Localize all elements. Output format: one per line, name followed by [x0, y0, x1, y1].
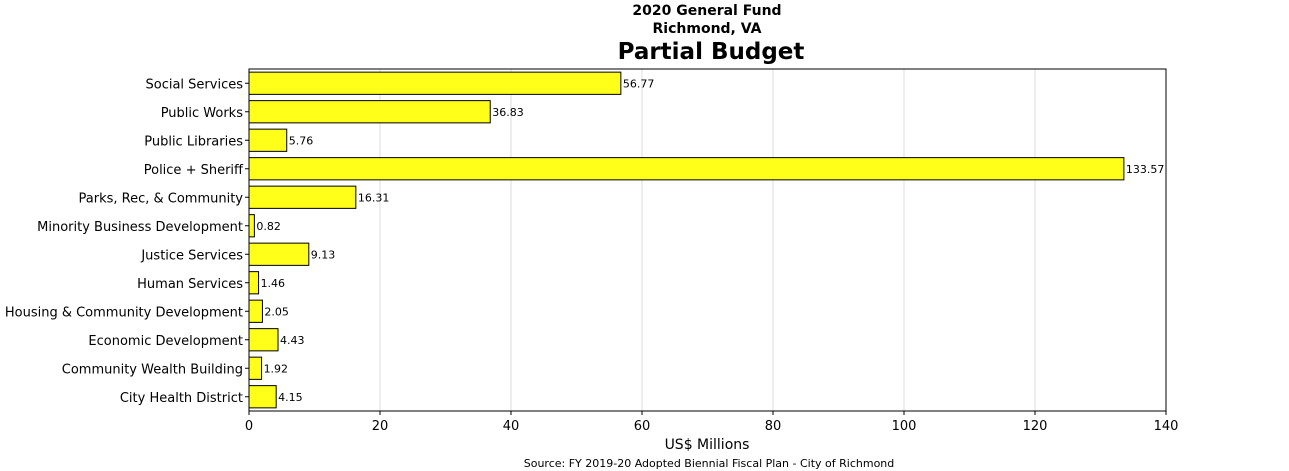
- y-tick-label: Social Services: [146, 77, 244, 92]
- source-note: Source: FY 2019-20 Adopted Biennial Fisc…: [524, 457, 895, 470]
- bar: [248, 185, 357, 209]
- x-tick-label: 60: [634, 419, 651, 434]
- bar: [248, 214, 255, 238]
- bar: [248, 128, 288, 152]
- bar: [248, 356, 263, 380]
- bar-value-label: 1.46: [261, 277, 286, 290]
- bar: [248, 242, 310, 266]
- y-tick-label: Justice Services: [140, 248, 243, 263]
- bar: [248, 385, 277, 409]
- x-tick-label: 100: [892, 419, 917, 434]
- chart-supertitle-line1: 2020 General Fund: [632, 3, 781, 19]
- bar: [248, 157, 1125, 181]
- bar-value-label: 56.77: [623, 77, 655, 90]
- y-tick-label: Housing & Community Development: [5, 305, 243, 320]
- y-tick-label: Parks, Rec, & Community: [79, 191, 244, 206]
- bar-value-label: 1.92: [264, 362, 289, 375]
- bar: [248, 299, 263, 323]
- bar-value-label: 0.82: [256, 220, 281, 233]
- x-tick-label: 0: [245, 419, 253, 434]
- value-labels: 56.77 36.83 5.76 133.57 16.31 0.82 9.13 1.46 2.0…: [256, 77, 1164, 404]
- chart-title: Partial Budget: [618, 39, 805, 65]
- y-tick-label: Economic Development: [88, 334, 243, 349]
- y-tick-label: Minority Business Development: [37, 220, 243, 235]
- x-tick-labels: 0 20 40 60 80 100 120 140: [245, 411, 1179, 434]
- y-tick-labels: Social Services Public Works Public Librar…: [5, 77, 249, 406]
- y-tick-label: Police + Sheriff: [144, 163, 244, 178]
- y-tick-label: Public Libraries: [144, 134, 243, 149]
- bar-value-label: 133.57: [1126, 163, 1165, 176]
- bar: [248, 71, 622, 95]
- grid-lines: [379, 69, 1036, 411]
- bar: [248, 100, 491, 124]
- bar-value-label: 16.31: [358, 191, 390, 204]
- x-tick-label: 140: [1154, 419, 1179, 434]
- y-tick-label: City Health District: [120, 391, 243, 406]
- bar: [248, 328, 279, 352]
- bar-value-label: 5.76: [289, 134, 314, 147]
- bar-value-label: 2.05: [264, 305, 289, 318]
- x-tick-label: 40: [503, 419, 520, 434]
- x-tick-label: 120: [1023, 419, 1048, 434]
- bar-value-label: 9.13: [311, 248, 336, 261]
- y-tick-label: Public Works: [161, 106, 244, 121]
- bar-value-label: 4.15: [278, 391, 303, 404]
- bar: [248, 271, 260, 295]
- plot-frame: [248, 68, 1167, 412]
- y-tick-label: Human Services: [137, 277, 243, 292]
- x-tick-label: 80: [765, 419, 782, 434]
- bar-value-label: 4.43: [280, 334, 305, 347]
- bars: [248, 71, 1125, 409]
- bar-value-label: 36.83: [492, 106, 524, 119]
- x-axis-label: US$ Millions: [665, 437, 750, 453]
- chart-supertitle-line2: Richmond, VA: [653, 21, 762, 37]
- y-tick-label: Community Wealth Building: [62, 362, 243, 377]
- x-tick-label: 20: [372, 419, 389, 434]
